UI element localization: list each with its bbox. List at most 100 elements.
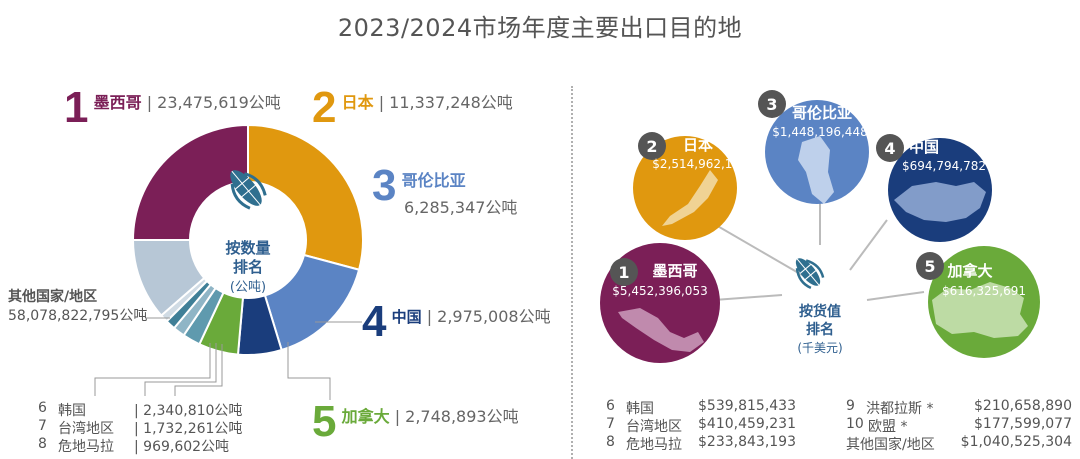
- bubble-mexico: 1 墨西哥 $5,452,396,053: [600, 243, 720, 363]
- rank-badge: [916, 252, 944, 280]
- volume-chart: 按数量 排名 (公吨): [94, 123, 364, 400]
- slice-mexico: [131, 123, 249, 241]
- list-item: 9 洪都拉斯 * $210,658,890: [846, 398, 1072, 417]
- rank-number: 2: [646, 137, 657, 156]
- rank-number: 5: [924, 257, 935, 276]
- value-chart: 2 日本 $2,514,962,151 3 哥伦比亚 $1,448,196,44…: [600, 90, 1040, 363]
- country-name: 中国: [909, 138, 939, 156]
- page-title: 2023/2024市场年度主要出口目的地: [337, 14, 743, 42]
- volume-donut: [131, 123, 364, 356]
- list-item: 7 台湾地区 | 1,732,261公吨: [38, 418, 298, 437]
- list-rank: 7: [606, 416, 615, 432]
- country-value: $1,448,196,448: [772, 125, 867, 139]
- map-shape: [798, 136, 834, 204]
- slice-japan: [247, 123, 364, 271]
- volume-label-2: 2 日本 | 11,337,248公吨: [312, 86, 513, 130]
- rank-badge: [758, 90, 786, 118]
- rank-number: 1: [618, 263, 629, 282]
- list-item: 10 欧盟 * $177,599,077: [846, 416, 1072, 435]
- bubble-canada: 5 加拿大 $616,325,691: [916, 246, 1040, 358]
- volume-label-4: 4 中国 | 2,975,008公吨: [362, 300, 551, 344]
- country-name: 哥伦比亚: [401, 171, 466, 190]
- map-shape: [618, 308, 704, 352]
- volume-label-5: 5 加拿大 | 2,748,893公吨: [312, 400, 519, 444]
- rank-badge: [638, 132, 666, 160]
- volume-others-name: 其他国家/地区: [8, 289, 98, 305]
- list-name: 其他国家/地区: [846, 437, 935, 453]
- list-value: $539,815,433: [698, 398, 796, 414]
- country-name: 日本: [341, 93, 374, 112]
- list-item: 6 韩国 | 2,340,810公吨: [38, 400, 298, 419]
- rank-number: 4: [362, 297, 387, 346]
- volume-center-line2: 排名: [233, 258, 263, 276]
- list-rank: 8: [606, 434, 615, 450]
- leader-lines: [94, 317, 362, 400]
- volume-label-1: 1 墨西哥 | 23,475,619公吨: [64, 86, 281, 130]
- leader-line: [94, 343, 211, 396]
- rank-number: 4: [884, 139, 895, 158]
- list-value: | 969,602公吨: [134, 439, 230, 455]
- map-shape: [932, 282, 1028, 338]
- list-name: 韩国: [58, 403, 86, 419]
- map-shape: [662, 170, 718, 226]
- country-name: 日本: [683, 136, 713, 154]
- country-name: 墨西哥: [93, 93, 142, 112]
- volume-center-line1: 按数量: [225, 239, 270, 257]
- bubble-japan: 2 日本 $2,514,962,151: [633, 132, 748, 240]
- list-name: 台湾地区: [626, 419, 682, 435]
- connector-line: [849, 219, 888, 271]
- country-value: | 11,337,248公吨: [378, 93, 513, 112]
- connector-line: [866, 291, 925, 301]
- country-name: 哥伦比亚: [792, 104, 852, 122]
- list-name: 洪都拉斯 *: [866, 401, 934, 417]
- country-value: $2,514,962,151: [652, 157, 747, 171]
- volume-label-3: 3 哥伦比亚: [372, 164, 466, 208]
- list-value: $410,459,231: [698, 416, 796, 432]
- list-rank: 7: [38, 418, 47, 434]
- country-name: 加拿大: [946, 262, 992, 280]
- list-name: 危地马拉: [58, 439, 114, 455]
- list-name: 韩国: [626, 401, 654, 417]
- country-value: $616,325,691: [942, 284, 1026, 298]
- list-name: 欧盟 *: [868, 419, 908, 435]
- list-name: 台湾地区: [58, 421, 114, 437]
- country-name: 墨西哥: [652, 262, 697, 280]
- leader-line: [144, 343, 217, 396]
- list-value: | 2,340,810公吨: [134, 403, 243, 419]
- corn-icon: [795, 258, 825, 290]
- rank-number: 1: [64, 83, 89, 132]
- country-name: 中国: [391, 308, 422, 326]
- rank-badge: [610, 258, 638, 286]
- rank-badge: [876, 134, 904, 162]
- list-item: 8 危地马拉 | 969,602公吨: [38, 436, 298, 455]
- list-rank: 9: [846, 398, 855, 414]
- value-center-line3: (千美元): [797, 341, 842, 355]
- country-value: | 2,975,008公吨: [426, 307, 551, 326]
- leader-line: [287, 342, 331, 400]
- value-center-line1: 按货值: [799, 303, 841, 320]
- list-value: $1,040,525,304: [960, 434, 1072, 450]
- country-value: | 2,748,893公吨: [394, 407, 519, 426]
- volume-center-line3: (公吨): [230, 280, 266, 295]
- rank-number: 5: [312, 397, 337, 446]
- country-name: 加拿大: [341, 407, 390, 426]
- leader-line: [174, 344, 223, 396]
- list-item: 6 韩国 $539,815,433: [606, 398, 796, 417]
- corn-icon: [230, 170, 267, 210]
- list-item: 8 危地马拉 $233,843,193: [606, 434, 796, 453]
- value-center-line2: 排名: [806, 321, 834, 338]
- list-rank: 6: [606, 398, 615, 414]
- section-divider: [571, 86, 573, 459]
- list-item: 其他国家/地区 $1,040,525,304: [846, 434, 1072, 453]
- list-rank: 6: [38, 400, 47, 416]
- list-name: 危地马拉: [626, 437, 682, 453]
- bubble-colombia: 3 哥伦比亚 $1,448,196,448: [758, 90, 869, 204]
- list-value: $177,599,077: [974, 416, 1072, 432]
- rank-number: 2: [312, 83, 337, 132]
- map-shape: [894, 182, 986, 222]
- rank-number: 3: [766, 95, 777, 114]
- list-value: | 1,732,261公吨: [134, 421, 243, 437]
- list-rank: 10: [846, 416, 864, 432]
- country-value: | 23,475,619公吨: [146, 93, 281, 112]
- list-item: 7 台湾地区 $410,459,231: [606, 416, 796, 435]
